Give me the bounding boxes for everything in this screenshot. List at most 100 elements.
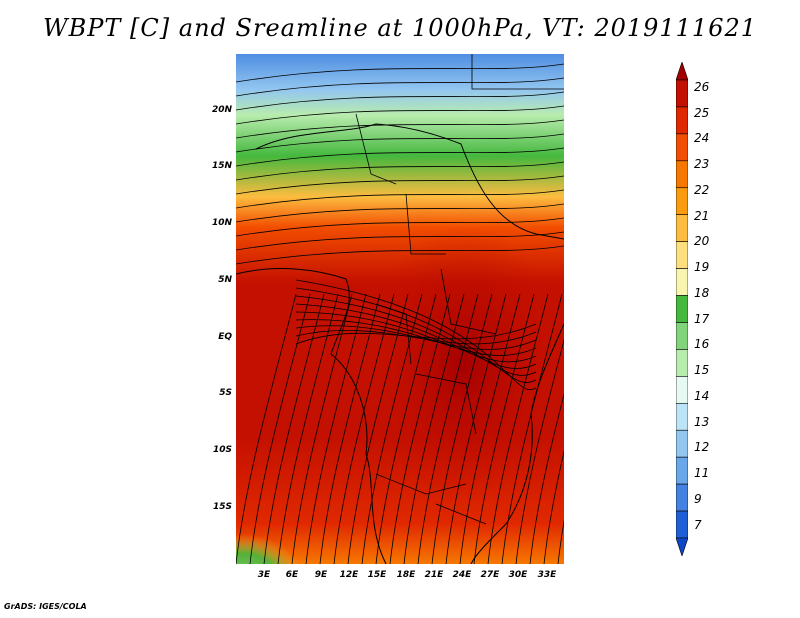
- streamline: [543, 449, 564, 564]
- colorbar-label-26: 26: [694, 80, 710, 94]
- lat-label-5s: 5S: [219, 388, 232, 398]
- colorbar-segment: [676, 349, 688, 377]
- streamline: [236, 231, 564, 251]
- streamline: [236, 245, 564, 265]
- lat-label-5n: 5N: [218, 275, 232, 285]
- streamline: [403, 293, 465, 564]
- streamline: [236, 189, 564, 209]
- streamline: [236, 161, 564, 181]
- streamline: [295, 319, 537, 356]
- streamline: [431, 293, 493, 564]
- cool-southwest-region: [236, 454, 386, 564]
- lon-label-21e: 21E: [424, 570, 444, 580]
- lon-label-12e: 12E: [339, 570, 359, 580]
- lat-label-15n: 15N: [211, 161, 232, 171]
- streamlines: [236, 63, 564, 564]
- streamline: [295, 303, 537, 369]
- streamline: [473, 293, 535, 564]
- colorbar-label-7: 7: [694, 518, 702, 532]
- lat-label-20n: 20N: [211, 105, 232, 115]
- streamline: [236, 217, 564, 237]
- colorbar-label-14: 14: [694, 389, 710, 403]
- warm-core-region: [296, 144, 564, 544]
- streamline: [263, 293, 325, 564]
- lon-label-33e: 33E: [537, 570, 557, 580]
- colorbar-label-16: 16: [694, 337, 710, 351]
- streamline: [295, 295, 537, 376]
- footer-credit: GrADS: IGES/COLA: [4, 602, 87, 611]
- lat-label-10s: 10S: [212, 445, 232, 455]
- chart-title: WBPT [C] and Sreamline at 1000hPa, VT: 2…: [42, 14, 758, 42]
- wbpt-streamline-map: [236, 54, 564, 564]
- streamline: [305, 293, 367, 564]
- colorbar-label-9: 9: [694, 492, 702, 506]
- streamline: [291, 293, 353, 564]
- colorbar-segment: [676, 456, 688, 485]
- lon-label-30e: 30E: [508, 570, 528, 580]
- colorbar-label-25: 25: [694, 106, 710, 120]
- lon-label-3e: 3E: [257, 570, 271, 580]
- country-borders: [355, 54, 564, 525]
- colorbar-segment: [676, 106, 688, 135]
- colorbar-segment: [676, 295, 688, 323]
- streamline: [389, 293, 451, 564]
- lon-label-9e: 9E: [314, 570, 328, 580]
- lat-label-eq: EQ: [218, 332, 232, 342]
- streamline: [236, 77, 564, 97]
- colorbar-label-24: 24: [694, 131, 710, 145]
- lon-label-15e: 15E: [367, 570, 387, 580]
- streamline: [236, 175, 564, 195]
- colorbar-label-21: 21: [694, 209, 710, 223]
- streamline: [361, 293, 423, 564]
- colorbar-segment: [676, 214, 688, 242]
- streamline: [236, 147, 564, 167]
- colorbar-segment: [676, 79, 688, 108]
- streamline: [295, 287, 537, 383]
- streamline: [236, 293, 297, 564]
- streamline: [515, 338, 564, 564]
- colorbar-label-23: 23: [694, 157, 710, 171]
- streamline: [375, 293, 437, 564]
- colorbar-bottom-arrow: [676, 537, 688, 556]
- lat-label-10n: 10N: [211, 218, 232, 228]
- streamline: [249, 293, 311, 564]
- colorbar-label-12: 12: [694, 440, 710, 454]
- streamline: [417, 293, 479, 564]
- colorbar-segment: [676, 376, 688, 404]
- lat-label-15s: 15S: [212, 502, 232, 512]
- streamline: [236, 133, 564, 153]
- colorbar-segment: [676, 133, 688, 162]
- colorbar-label-19: 19: [694, 260, 710, 274]
- colorbar-top-arrow: [676, 62, 688, 81]
- colorbar: [676, 62, 688, 556]
- streamline: [459, 293, 521, 564]
- colorbar-segment: [676, 429, 688, 458]
- colorbar-segment: [676, 322, 688, 350]
- lon-label-24e: 24E: [452, 570, 472, 580]
- streamline: [501, 293, 563, 564]
- streamline: [236, 63, 564, 83]
- colorbar-label-20: 20: [694, 234, 710, 248]
- streamline: [236, 119, 564, 139]
- streamline: [295, 279, 537, 390]
- colorbar-segment: [676, 483, 688, 512]
- lon-label-27e: 27E: [480, 570, 500, 580]
- colorbar-label-13: 13: [694, 415, 710, 429]
- colorbar-segment: [676, 510, 688, 539]
- colorbar-label-17: 17: [694, 312, 710, 326]
- colorbar-label-22: 22: [694, 183, 710, 197]
- streamline: [319, 293, 381, 564]
- coastline: [236, 123, 564, 564]
- streamline: [529, 392, 564, 564]
- lon-label-6e: 6E: [285, 570, 299, 580]
- streamline: [236, 105, 564, 125]
- streamline: [236, 91, 564, 111]
- streamline: [445, 293, 507, 564]
- streamline: [487, 293, 549, 564]
- colorbar-label-11: 11: [694, 466, 710, 480]
- colorbar-label-18: 18: [694, 286, 710, 300]
- streamline: [236, 203, 564, 223]
- lon-label-18e: 18E: [396, 570, 416, 580]
- streamline: [295, 311, 537, 363]
- streamline: [347, 293, 409, 564]
